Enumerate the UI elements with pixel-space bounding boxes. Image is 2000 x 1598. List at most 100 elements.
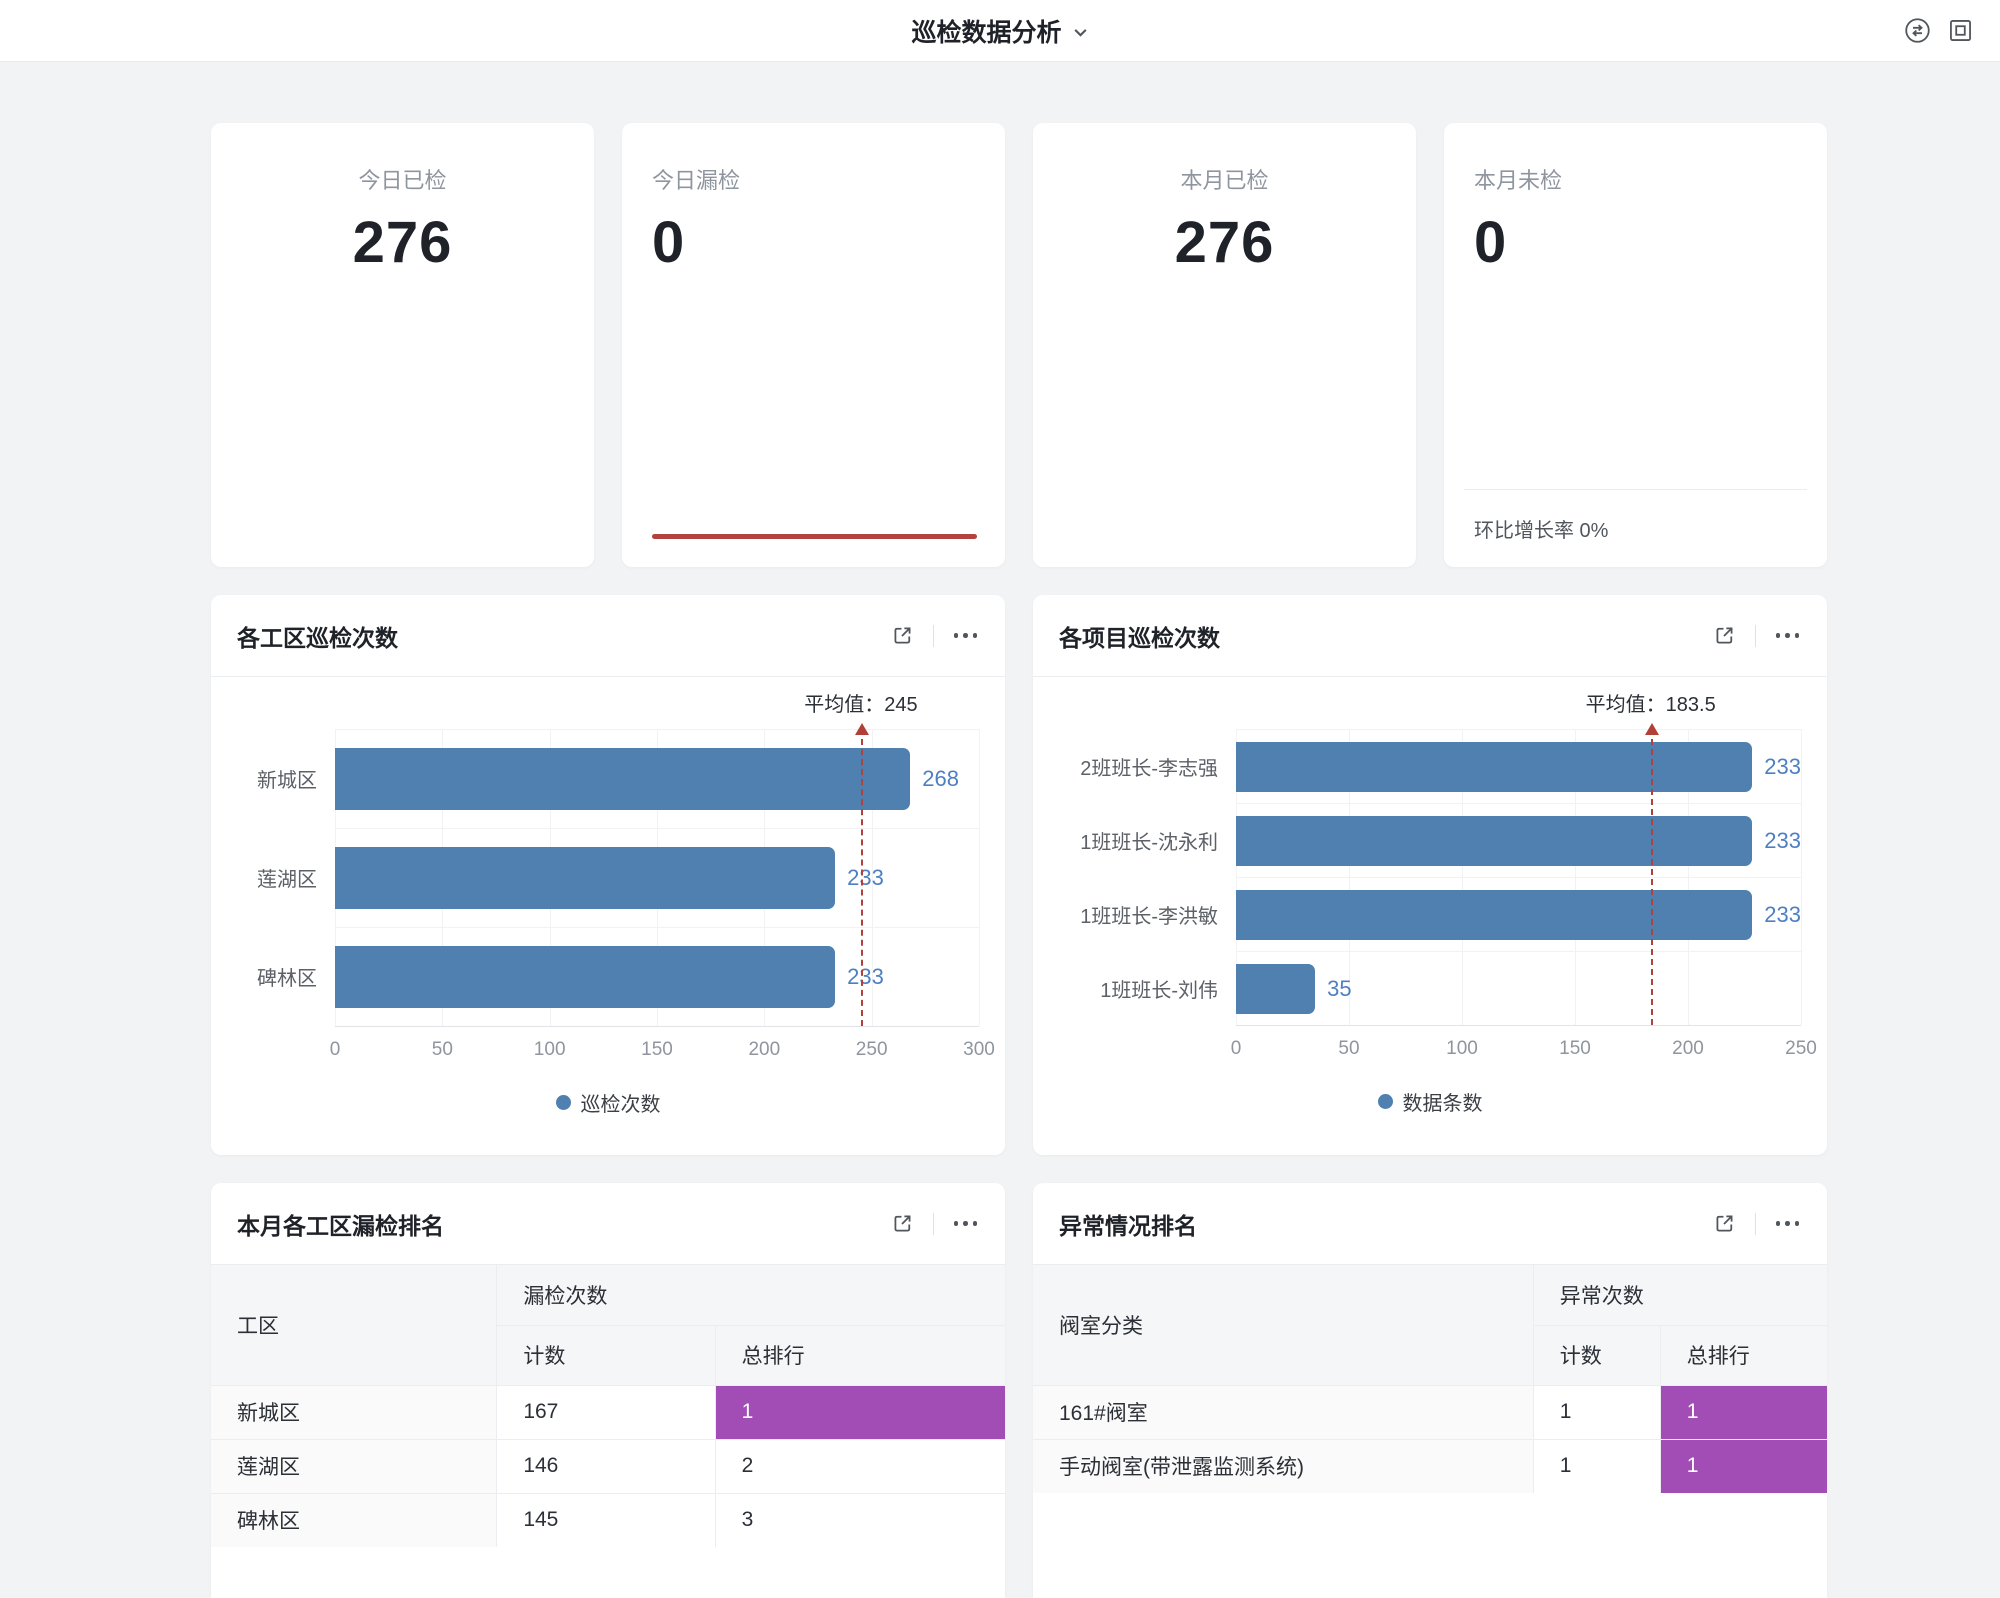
table-card-anomaly-ranking: 异常情况排名 阀室分类 异常次数 计数 总排行 161#阀室 1 1 手动阀室(带泄露监测系统…	[1033, 1183, 1827, 1598]
charts-row: 各工区巡检次数 平均值：245 新城区 莲湖区 碑林区 268 233 233	[211, 595, 1827, 1155]
category-label: 1班班长-李洪敏	[1080, 905, 1218, 928]
topbar-actions	[1904, 0, 1974, 61]
x-axis-tick-label: 250	[855, 1039, 888, 1060]
rank-cell: 1	[1659, 1384, 1827, 1440]
chart-title: 各项目巡检次数	[1059, 624, 1220, 651]
divider	[932, 624, 934, 647]
ranking-table: 工区 漏检次数 计数 总排行 新城区 167 1 莲湖区 146 2 碑林区 145 3	[211, 1264, 1005, 1548]
legend: 数据条数	[1059, 1072, 1801, 1130]
average-zone: 平均值：183.5	[1236, 677, 1801, 729]
x-axis-tick-label: 200	[1672, 1038, 1704, 1059]
sub-column-header: 总排行	[714, 1324, 1005, 1386]
category-label: 2班班长-李志强	[1080, 757, 1218, 780]
x-axis: 0 50 100 150 200 250 300	[330, 1027, 995, 1073]
more-options-icon[interactable]	[952, 1215, 980, 1232]
stat-card-month-inspected: 本月已检 276	[1033, 123, 1416, 567]
bar-row: 233	[335, 828, 979, 927]
average-line-arrow	[854, 723, 869, 735]
rank-cell: 3	[714, 1492, 1005, 1548]
stat-label: 本月已检	[1180, 168, 1269, 193]
card-actions	[890, 1211, 980, 1236]
category-label: 莲湖区	[257, 869, 317, 891]
bar-row: 233	[1236, 877, 1801, 951]
export-icon[interactable]	[1712, 1211, 1737, 1236]
chart-card-workzone-inspections: 各工区巡检次数 平均值：245 新城区 莲湖区 碑林区 268 233 233	[211, 595, 1005, 1155]
stat-label: 今日漏检	[652, 168, 741, 193]
x-axis-tick-label: 250	[1785, 1038, 1817, 1059]
category-label: 新城区	[257, 770, 317, 792]
divider	[932, 1212, 934, 1235]
bar[interactable]	[335, 748, 911, 810]
card-header: 异常情况排名	[1033, 1183, 1827, 1265]
table-title: 本月各工区漏检排名	[237, 1212, 444, 1239]
bar-row: 35	[1236, 951, 1801, 1025]
table-row: 手动阀室(带泄露监测系统) 1 1	[1033, 1438, 1827, 1494]
dimension-column-header: 阀室分类	[1033, 1264, 1534, 1386]
average-line	[854, 723, 869, 1026]
frame-icon[interactable]	[1947, 17, 1974, 44]
more-options-icon[interactable]	[952, 627, 980, 644]
legend-item[interactable]: 巡检次数	[555, 1088, 661, 1117]
dimension-cell: 碑林区	[211, 1492, 498, 1548]
export-icon[interactable]	[890, 623, 915, 648]
category-axis: 2班班长-李志强 1班班长-沈永利 1班班长-李洪敏 1班班长-刘伟	[1059, 729, 1236, 1026]
bar[interactable]	[1236, 889, 1753, 940]
legend-item[interactable]: 数据条数	[1377, 1087, 1483, 1116]
dashboard-title-dropdown[interactable]: 巡检数据分析	[911, 13, 1088, 49]
card-actions	[890, 623, 980, 648]
bar-row: 233	[335, 927, 979, 1026]
top-navigation-bar: 巡检数据分析	[0, 0, 2000, 62]
dimension-cell: 161#阀室	[1033, 1384, 1534, 1440]
divider	[1754, 624, 1756, 647]
sub-column-header: 总排行	[1659, 1324, 1827, 1386]
sync-icon[interactable]	[1904, 17, 1931, 44]
card-header: 各项目巡检次数	[1033, 595, 1827, 677]
average-line	[1644, 723, 1659, 1025]
count-cell: 1	[1532, 1384, 1661, 1440]
average-value-label: 平均值：183.5	[1585, 694, 1716, 716]
dashboard-content: 今日已检 276 今日漏检 0 本月已检 276 本月未检 0 环比增长率 0%…	[211, 62, 1827, 1598]
x-axis-tick-label: 50	[1338, 1038, 1360, 1059]
export-icon[interactable]	[1712, 623, 1737, 648]
more-options-icon[interactable]	[1774, 1215, 1802, 1232]
bar-row: 233	[1236, 729, 1801, 803]
table-subheader-row: 计数 总排行	[1033, 1324, 1827, 1386]
average-value-label: 平均值：245	[804, 694, 918, 716]
stat-value: 276	[1174, 210, 1275, 275]
table-card-missed-ranking: 本月各工区漏检排名 工区 漏检次数 计数 总排行 新城区 167 1 莲湖区 146 2 碑林区 14…	[211, 1183, 1005, 1598]
grid-line	[1801, 729, 1802, 1025]
x-axis-tick-label: 0	[1230, 1038, 1242, 1059]
count-cell: 145	[496, 1492, 716, 1548]
bar[interactable]	[335, 946, 836, 1008]
x-axis-tick-label: 100	[1446, 1038, 1478, 1059]
count-cell: 146	[496, 1438, 716, 1494]
card-actions	[1712, 623, 1802, 648]
bar-value-label: 233	[1764, 901, 1801, 927]
legend-label: 巡检次数	[580, 1093, 661, 1116]
plot-area: 268 233 233	[335, 723, 980, 1027]
more-options-icon[interactable]	[1774, 627, 1802, 644]
table-header-row: 阀室分类 异常次数	[1033, 1264, 1827, 1386]
dimension-cell: 莲湖区	[211, 1438, 498, 1494]
chart-card-project-inspections: 各项目巡检次数 平均值：183.5 2班班长-李志强 1班班长-沈永利 1班班长-李…	[1033, 595, 1827, 1155]
legend: 巡检次数	[237, 1073, 979, 1131]
bar-value-label: 35	[1327, 975, 1352, 1001]
stat-cards-row: 今日已检 276 今日漏检 0 本月已检 276 本月未检 0 环比增长率 0%	[211, 123, 1827, 567]
chart-body: 平均值：245 新城区 莲湖区 碑林区 268 233 233 0 50 100 150 200…	[211, 677, 1005, 1131]
group-column-header: 漏检次数	[496, 1264, 1005, 1326]
bar[interactable]	[1236, 815, 1753, 866]
grid-line	[979, 729, 980, 1026]
table-row: 碑林区 145 3	[211, 1492, 1005, 1548]
stat-card-today-missed: 今日漏检 0	[622, 123, 1005, 567]
x-axis: 0 50 100 150 200 250	[1231, 1026, 1817, 1072]
plot-area: 233 233 233 35	[1236, 723, 1802, 1026]
bar[interactable]	[1236, 963, 1316, 1014]
category-label: 1班班长-刘伟	[1100, 979, 1218, 1002]
bar[interactable]	[1236, 741, 1753, 792]
legend-marker	[1377, 1093, 1393, 1109]
bar[interactable]	[335, 847, 836, 909]
average-zone: 平均值：245	[335, 677, 979, 729]
table-row: 新城区 167 1	[211, 1384, 1005, 1440]
export-icon[interactable]	[890, 1211, 915, 1236]
count-cell: 1	[1532, 1438, 1661, 1494]
